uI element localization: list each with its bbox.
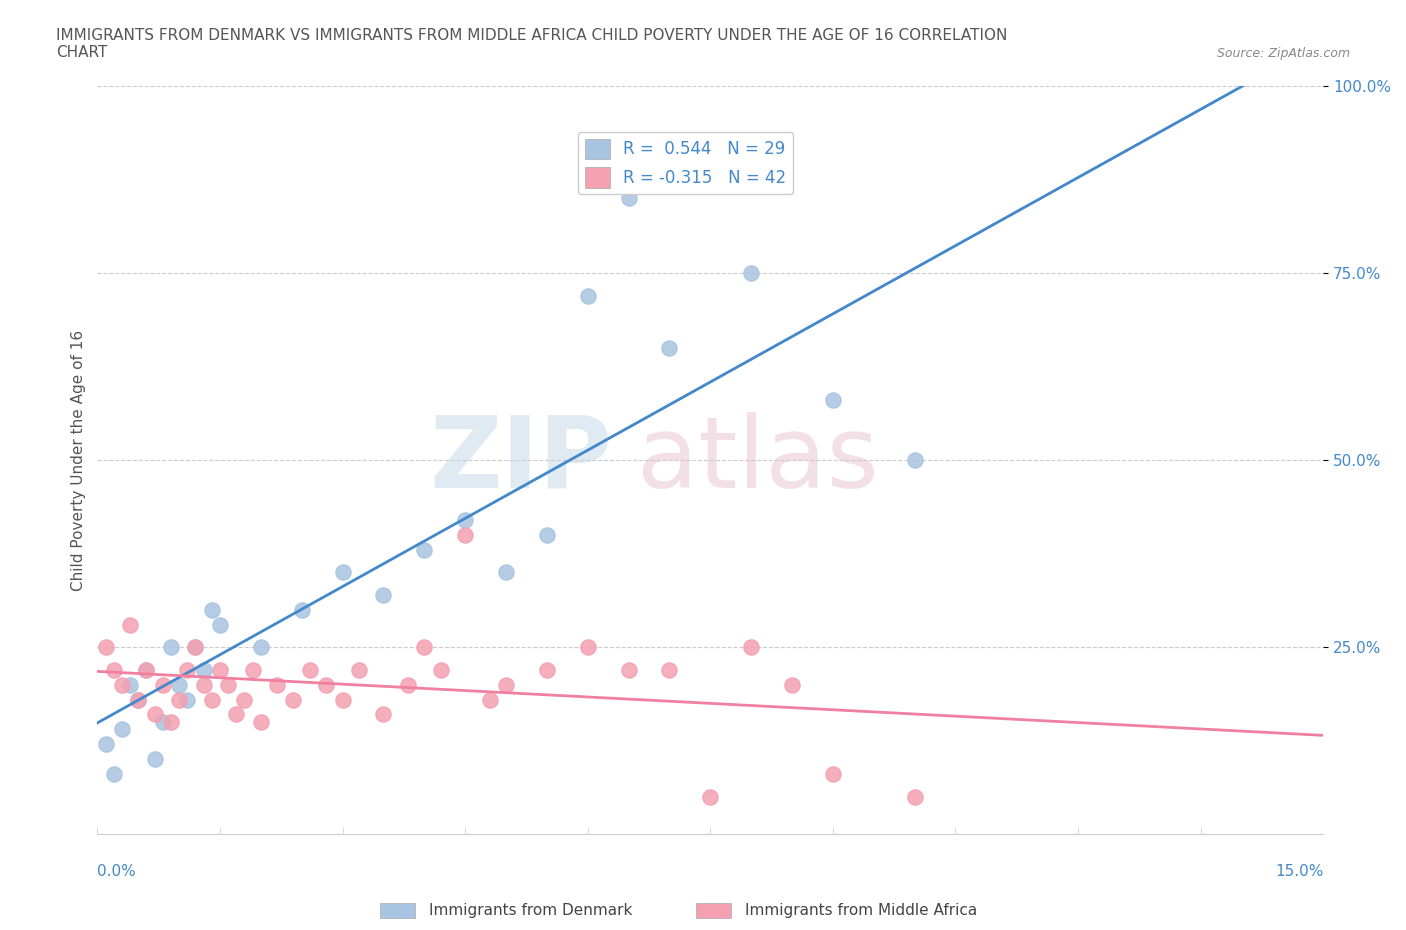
Point <box>413 640 436 655</box>
Point <box>576 640 599 655</box>
Point <box>904 790 927 804</box>
Point <box>176 662 198 677</box>
Point <box>208 618 231 632</box>
Point <box>94 640 117 655</box>
Point <box>167 677 190 692</box>
Point <box>699 790 721 804</box>
Point <box>135 662 157 677</box>
Point <box>249 640 271 655</box>
Point <box>495 565 517 579</box>
Text: IMMIGRANTS FROM DENMARK VS IMMIGRANTS FROM MIDDLE AFRICA CHILD POVERTY UNDER THE: IMMIGRANTS FROM DENMARK VS IMMIGRANTS FR… <box>56 28 1008 60</box>
Point <box>373 707 395 722</box>
Point <box>127 692 149 707</box>
Point <box>127 692 149 707</box>
Point <box>193 662 215 677</box>
Point <box>332 692 354 707</box>
Point <box>780 677 803 692</box>
Point <box>152 677 174 692</box>
Point <box>111 722 134 737</box>
Point <box>904 453 927 468</box>
Point <box>298 662 321 677</box>
Point <box>283 692 305 707</box>
Point <box>495 677 517 692</box>
Point <box>184 640 207 655</box>
Point <box>103 767 125 782</box>
Point <box>429 662 451 677</box>
Point <box>821 767 844 782</box>
Text: atlas: atlas <box>637 412 879 509</box>
Text: Source: ZipAtlas.com: Source: ZipAtlas.com <box>1216 46 1350 60</box>
Point <box>315 677 337 692</box>
Point <box>536 662 558 677</box>
Point <box>373 588 395 603</box>
Point <box>208 662 231 677</box>
Point <box>176 692 198 707</box>
Point <box>347 662 370 677</box>
Text: Immigrants from Denmark: Immigrants from Denmark <box>429 903 633 918</box>
Point <box>740 266 762 281</box>
Point <box>201 692 224 707</box>
Text: 15.0%: 15.0% <box>1275 864 1323 879</box>
Point <box>266 677 288 692</box>
Point <box>413 542 436 557</box>
Point <box>658 662 681 677</box>
Point <box>111 677 134 692</box>
Point <box>103 662 125 677</box>
Point <box>118 677 141 692</box>
Point <box>201 603 224 618</box>
Point <box>291 603 314 618</box>
Y-axis label: Child Poverty Under the Age of 16: Child Poverty Under the Age of 16 <box>72 329 86 591</box>
Legend: R =  0.544   N = 29, R = -0.315   N = 42: R = 0.544 N = 29, R = -0.315 N = 42 <box>578 132 793 194</box>
Text: 0.0%: 0.0% <box>97 864 136 879</box>
Point <box>135 662 157 677</box>
Point <box>167 692 190 707</box>
Point <box>332 565 354 579</box>
Point <box>233 692 256 707</box>
Point <box>184 640 207 655</box>
Point <box>160 640 183 655</box>
Point <box>617 191 640 206</box>
Point <box>160 714 183 729</box>
Point <box>242 662 264 677</box>
Point <box>740 640 762 655</box>
Point <box>576 288 599 303</box>
Point <box>249 714 271 729</box>
Point <box>478 692 501 707</box>
Point <box>143 707 166 722</box>
Point <box>94 737 117 751</box>
Point <box>617 662 640 677</box>
Point <box>454 512 477 527</box>
Point <box>193 677 215 692</box>
Point <box>454 527 477 542</box>
Point <box>658 340 681 355</box>
Point <box>396 677 419 692</box>
Point <box>821 392 844 407</box>
Point <box>225 707 247 722</box>
Text: Immigrants from Middle Africa: Immigrants from Middle Africa <box>745 903 977 918</box>
Point <box>118 618 141 632</box>
Point <box>143 752 166 767</box>
Text: ZIP: ZIP <box>429 412 612 509</box>
Point <box>152 714 174 729</box>
Point <box>536 527 558 542</box>
Point <box>217 677 239 692</box>
